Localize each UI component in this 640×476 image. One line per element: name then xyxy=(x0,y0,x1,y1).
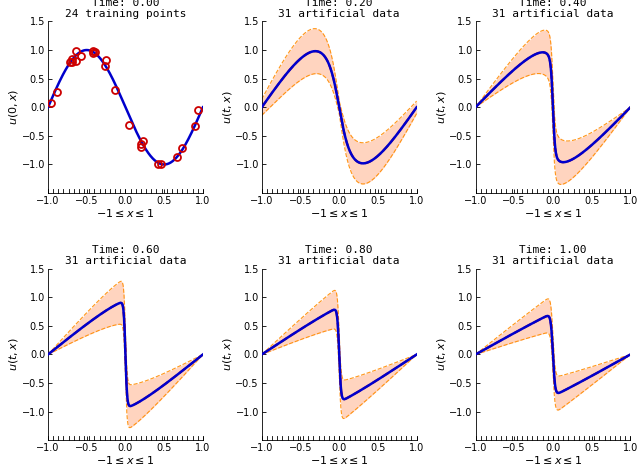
X-axis label: $-1 \leq x \leq 1$: $-1 \leq x \leq 1$ xyxy=(310,455,369,466)
X-axis label: $-1 \leq x \leq 1$: $-1 \leq x \leq 1$ xyxy=(310,207,369,219)
Title: Time: 0.60
31 artificial data: Time: 0.60 31 artificial data xyxy=(65,245,186,267)
Title: Time: 0.20
31 artificial data: Time: 0.20 31 artificial data xyxy=(278,0,400,19)
Title: Time: 0.80
31 artificial data: Time: 0.80 31 artificial data xyxy=(278,245,400,267)
Title: Time: 0.40
31 artificial data: Time: 0.40 31 artificial data xyxy=(492,0,614,19)
Title: Time: 0.00
24 training points: Time: 0.00 24 training points xyxy=(65,0,186,19)
X-axis label: $-1 \leq x \leq 1$: $-1 \leq x \leq 1$ xyxy=(96,455,155,466)
Y-axis label: $u(t, x)$: $u(t, x)$ xyxy=(221,90,234,124)
X-axis label: $-1 \leq x \leq 1$: $-1 \leq x \leq 1$ xyxy=(524,455,582,466)
X-axis label: $-1 \leq x \leq 1$: $-1 \leq x \leq 1$ xyxy=(96,207,155,219)
Y-axis label: $u(t, x)$: $u(t, x)$ xyxy=(7,338,20,371)
X-axis label: $-1 \leq x \leq 1$: $-1 \leq x \leq 1$ xyxy=(524,207,582,219)
Y-axis label: $u(t, x)$: $u(t, x)$ xyxy=(435,338,448,371)
Y-axis label: $u(t, x)$: $u(t, x)$ xyxy=(435,90,448,124)
Title: Time: 1.00
31 artificial data: Time: 1.00 31 artificial data xyxy=(492,245,614,267)
Y-axis label: $u(t, x)$: $u(t, x)$ xyxy=(221,338,234,371)
Y-axis label: $u(0, x)$: $u(0, x)$ xyxy=(7,89,20,125)
